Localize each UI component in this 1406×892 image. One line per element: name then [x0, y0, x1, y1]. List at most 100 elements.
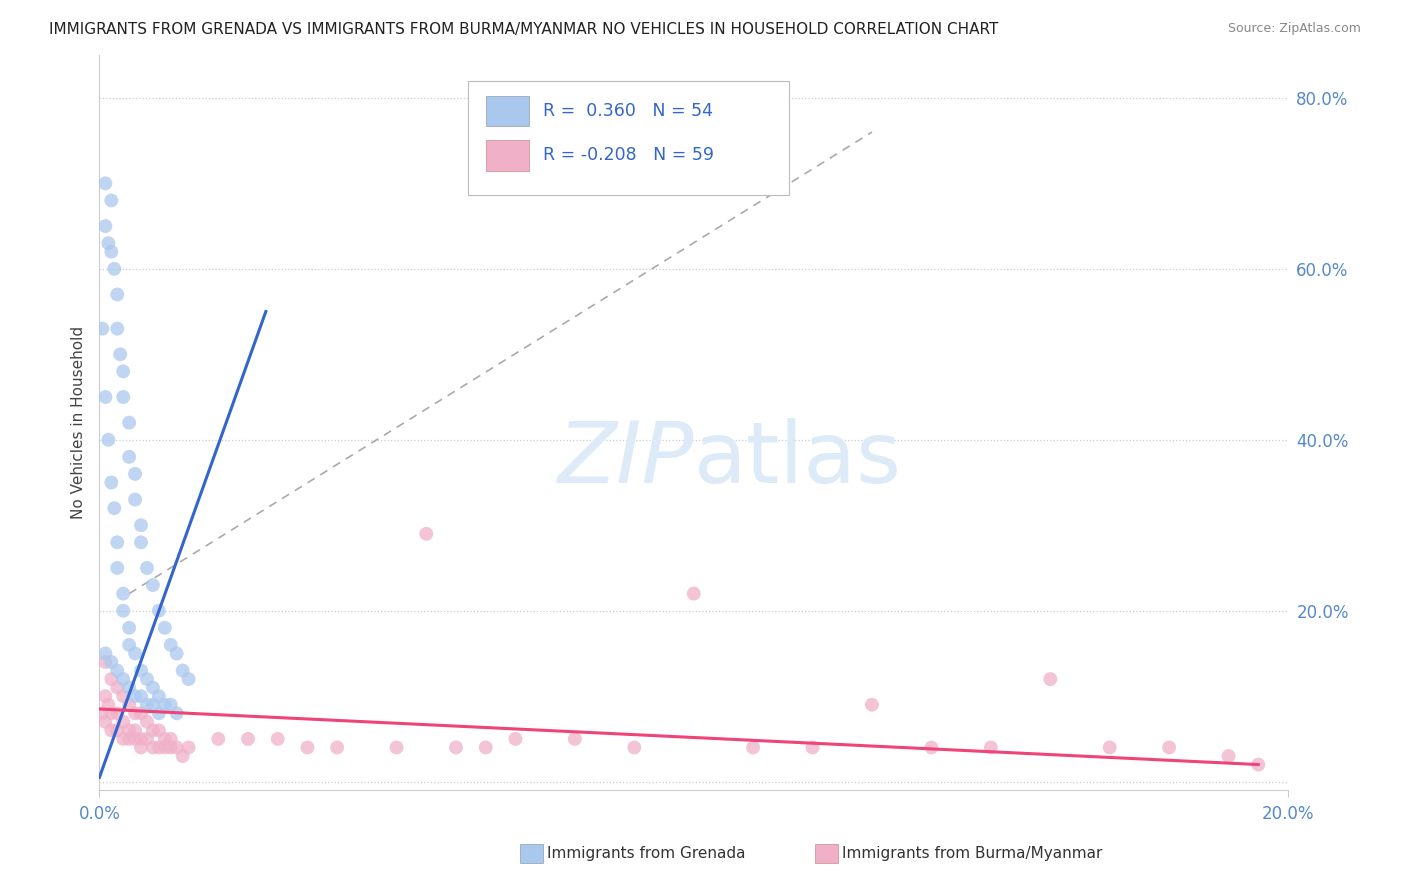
Point: [105, 681, 128, 695]
Point: [415, 526, 437, 541]
Point: [103, 501, 125, 516]
Point: [100, 244, 122, 259]
Point: [142, 723, 165, 738]
Point: [129, 731, 152, 746]
Text: IMMIGRANTS FROM GRENADA VS IMMIGRANTS FROM BURMA/MYANMAR NO VEHICLES IN HOUSEHOL: IMMIGRANTS FROM GRENADA VS IMMIGRANTS FR…: [49, 22, 998, 37]
Point: [166, 740, 188, 755]
Y-axis label: No Vehicles in Household: No Vehicles in Household: [72, 326, 86, 519]
Point: [129, 689, 152, 703]
Point: [444, 740, 467, 755]
Point: [124, 706, 146, 721]
Point: [105, 723, 128, 738]
Point: [159, 638, 181, 652]
Point: [136, 714, 159, 729]
Point: [136, 672, 159, 686]
Point: [103, 261, 125, 276]
Point: [100, 723, 122, 738]
Text: R =  0.360   N = 54: R = 0.360 N = 54: [543, 102, 713, 120]
Point: [1159, 740, 1181, 755]
Point: [118, 723, 141, 738]
Point: [297, 740, 319, 755]
Point: [118, 698, 141, 712]
Point: [474, 740, 496, 755]
Point: [110, 347, 132, 361]
Point: [148, 740, 170, 755]
Point: [124, 731, 146, 746]
Point: [142, 578, 165, 592]
Point: [564, 731, 586, 746]
Point: [100, 672, 122, 686]
Point: [100, 194, 122, 208]
Point: [112, 586, 135, 600]
Point: [166, 647, 188, 661]
Point: [153, 621, 176, 635]
Text: ZIP: ZIP: [557, 418, 693, 501]
Point: [105, 706, 128, 721]
FancyBboxPatch shape: [468, 81, 789, 194]
Point: [94, 390, 117, 404]
Point: [148, 706, 170, 721]
Point: [166, 706, 188, 721]
Point: [129, 706, 152, 721]
Point: [97, 433, 120, 447]
Point: [112, 689, 135, 703]
Point: [97, 236, 120, 251]
FancyBboxPatch shape: [485, 140, 529, 170]
Point: [505, 731, 527, 746]
Point: [94, 647, 117, 661]
Text: R = -0.208   N = 59: R = -0.208 N = 59: [543, 146, 714, 164]
Point: [112, 714, 135, 729]
Text: Source: ZipAtlas.com: Source: ZipAtlas.com: [1227, 22, 1361, 36]
Point: [91, 706, 114, 721]
Point: [1218, 749, 1240, 764]
Point: [105, 287, 128, 301]
Point: [177, 672, 200, 686]
Point: [118, 450, 141, 464]
Point: [142, 681, 165, 695]
Point: [118, 638, 141, 652]
Point: [326, 740, 349, 755]
Point: [1098, 740, 1121, 755]
Point: [682, 586, 704, 600]
Point: [860, 698, 883, 712]
Point: [94, 689, 117, 703]
FancyBboxPatch shape: [485, 95, 529, 127]
Point: [136, 561, 159, 575]
Point: [124, 689, 146, 703]
Point: [153, 740, 176, 755]
Point: [148, 689, 170, 703]
Point: [105, 535, 128, 549]
Point: [920, 740, 942, 755]
Point: [1039, 672, 1062, 686]
Point: [118, 681, 141, 695]
Point: [124, 647, 146, 661]
Point: [267, 731, 290, 746]
Point: [980, 740, 1002, 755]
Point: [100, 475, 122, 490]
Point: [112, 604, 135, 618]
Point: [742, 740, 765, 755]
Point: [153, 731, 176, 746]
Point: [159, 731, 181, 746]
Point: [148, 604, 170, 618]
Point: [129, 740, 152, 755]
Point: [100, 655, 122, 669]
Point: [105, 561, 128, 575]
Point: [118, 621, 141, 635]
Point: [153, 698, 176, 712]
Point: [159, 698, 181, 712]
Point: [112, 672, 135, 686]
Point: [91, 321, 114, 335]
Point: [177, 740, 200, 755]
Point: [129, 664, 152, 678]
Point: [801, 740, 824, 755]
Point: [385, 740, 408, 755]
Point: [105, 321, 128, 335]
Point: [159, 740, 181, 755]
Point: [124, 492, 146, 507]
Point: [172, 664, 194, 678]
Point: [142, 740, 165, 755]
Point: [136, 731, 159, 746]
Point: [124, 723, 146, 738]
Point: [112, 390, 135, 404]
